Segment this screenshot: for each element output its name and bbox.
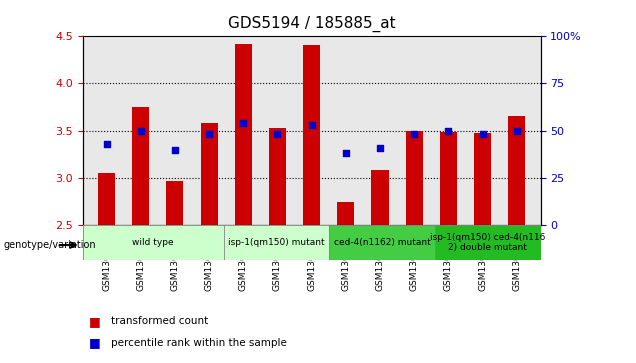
Bar [439, 132, 457, 225]
Bar [337, 203, 354, 225]
Point [204, 131, 214, 137]
Bar [83, 225, 224, 260]
Bar [435, 225, 541, 260]
Point [478, 131, 488, 137]
Point [102, 141, 112, 147]
Text: isp-1(qm150) mutant: isp-1(qm150) mutant [228, 238, 325, 247]
Point [170, 147, 180, 152]
Bar [474, 132, 491, 225]
Point [375, 145, 385, 151]
Point [409, 131, 419, 137]
Bar [406, 131, 423, 225]
Bar [224, 225, 329, 260]
Bar [132, 107, 149, 225]
Text: wild type: wild type [132, 238, 174, 247]
Text: percentile rank within the sample: percentile rank within the sample [111, 338, 287, 348]
Bar [269, 128, 286, 225]
Bar [508, 115, 525, 225]
Text: transformed count: transformed count [111, 316, 209, 326]
Point [341, 150, 351, 156]
Point [238, 120, 249, 126]
Point [443, 128, 453, 134]
Point [307, 122, 317, 128]
Bar [235, 44, 252, 225]
Point [272, 131, 282, 137]
Text: ■: ■ [89, 337, 100, 350]
Bar [329, 225, 435, 260]
Text: ■: ■ [89, 315, 100, 328]
Bar [303, 45, 320, 225]
Point [511, 128, 522, 134]
Bar [167, 181, 184, 225]
Bar [98, 173, 115, 225]
Bar [371, 170, 389, 225]
Title: GDS5194 / 185885_at: GDS5194 / 185885_at [228, 16, 396, 32]
Point [135, 128, 146, 134]
Text: ced-4(n1162) mutant: ced-4(n1162) mutant [334, 238, 431, 247]
Bar [200, 123, 218, 225]
Text: isp-1(qm150) ced-4(n116
2) double mutant: isp-1(qm150) ced-4(n116 2) double mutant [430, 233, 546, 252]
Text: genotype/variation: genotype/variation [3, 240, 96, 250]
